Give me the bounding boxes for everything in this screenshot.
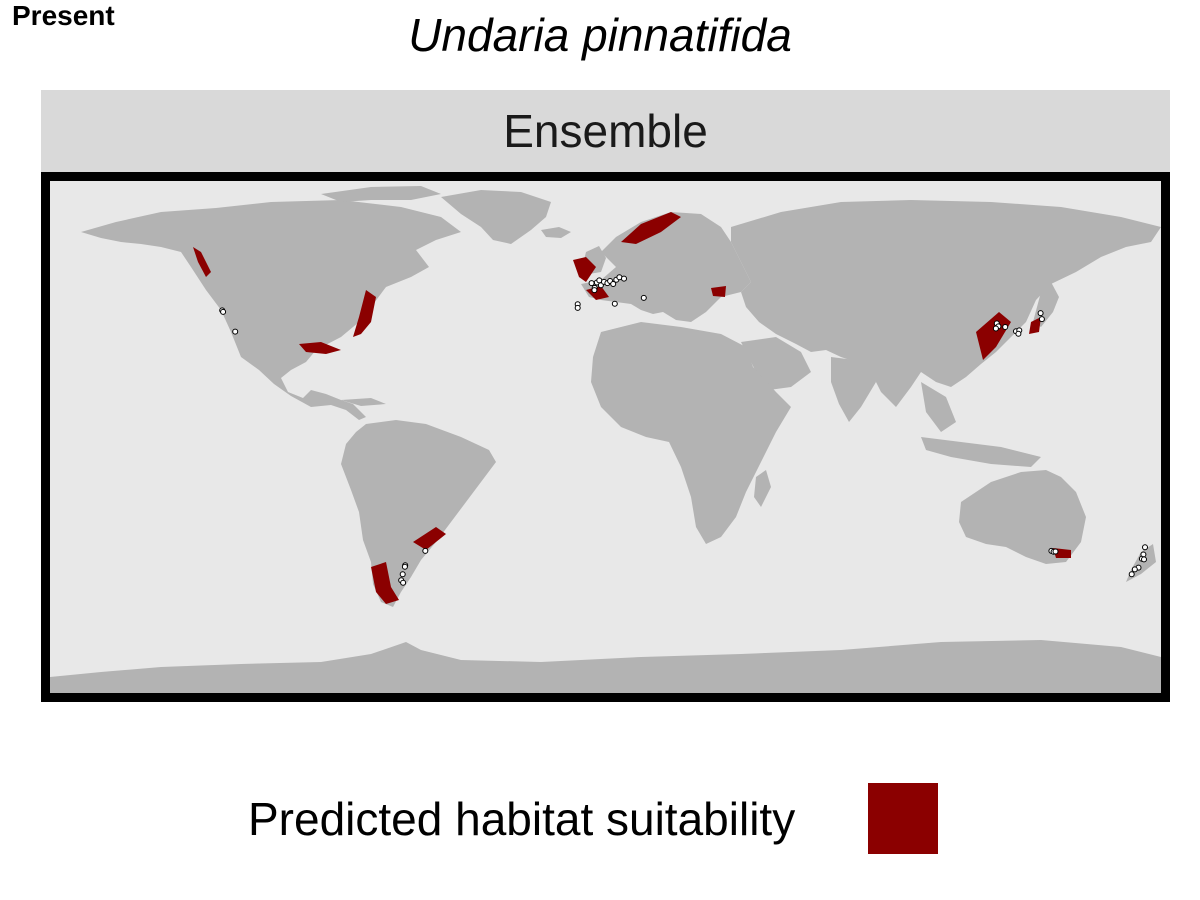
facet-label: Ensemble: [503, 105, 708, 157]
occurrence-point: [422, 547, 429, 554]
arabian-peninsula: [741, 337, 811, 390]
australia: [959, 470, 1086, 564]
suitability-layer: [193, 212, 1071, 604]
panel-tag: Present: [12, 0, 115, 31]
antarctica: [50, 640, 1161, 693]
occurrence-point: [400, 579, 407, 586]
map-panel: [41, 172, 1170, 702]
occurrence-point: [1128, 571, 1135, 578]
suitable-us-west: [193, 247, 211, 277]
greenland: [441, 190, 551, 244]
occurrence-point: [220, 308, 227, 315]
facet-strip: Ensemble: [41, 90, 1170, 172]
land-masses: [50, 186, 1161, 693]
occurrence-point: [1131, 566, 1138, 573]
occurrence-point: [591, 287, 598, 294]
europe: [581, 212, 751, 322]
asia: [731, 200, 1161, 407]
occurrence-point: [588, 280, 595, 287]
occurrence-point: [640, 294, 647, 301]
world-map: [41, 172, 1170, 702]
india: [831, 357, 876, 422]
occurrence-point: [1015, 330, 1022, 337]
occurrence-point: [1142, 544, 1148, 551]
suitable-black-sea: [711, 286, 726, 297]
occurrence-point: [611, 300, 618, 307]
occurrence-point: [399, 571, 406, 578]
suitable-patagonia: [371, 562, 399, 604]
suitable-gulf: [299, 342, 341, 354]
occurrence-point: [621, 275, 627, 282]
madagascar: [754, 470, 771, 507]
north-america: [81, 200, 461, 420]
occurrence-point: [992, 325, 999, 332]
africa: [591, 322, 791, 544]
suitable-east-asia: [976, 312, 1011, 360]
occurrence-point: [610, 281, 617, 287]
suitable-japan: [1029, 317, 1041, 334]
occurrence-point: [574, 304, 581, 311]
occurrence-point: [1037, 310, 1044, 317]
suitable-us-east: [353, 290, 376, 337]
map-title: Undaria pinnatifida: [408, 9, 792, 61]
south-america: [341, 420, 496, 607]
iceland: [541, 227, 571, 238]
legend-label: Predicted habitat suitability: [248, 793, 796, 845]
occurrence-point: [1038, 316, 1045, 323]
indonesia: [921, 437, 1041, 467]
suitable-scandinavia: [621, 212, 681, 244]
occurrence-points: [219, 274, 1148, 586]
legend-swatch: [868, 783, 938, 854]
occurrence-point: [1141, 556, 1147, 563]
occurrence-point: [1052, 548, 1059, 555]
arctic-islands: [321, 186, 441, 202]
suitable-argentina-east: [413, 527, 446, 550]
suitable-europe-west: [573, 257, 596, 282]
cuba: [341, 398, 386, 406]
occurrence-point: [1002, 324, 1009, 330]
occurrence-point: [401, 563, 408, 570]
occurrence-point: [232, 328, 239, 335]
southeast-asia: [921, 382, 956, 432]
